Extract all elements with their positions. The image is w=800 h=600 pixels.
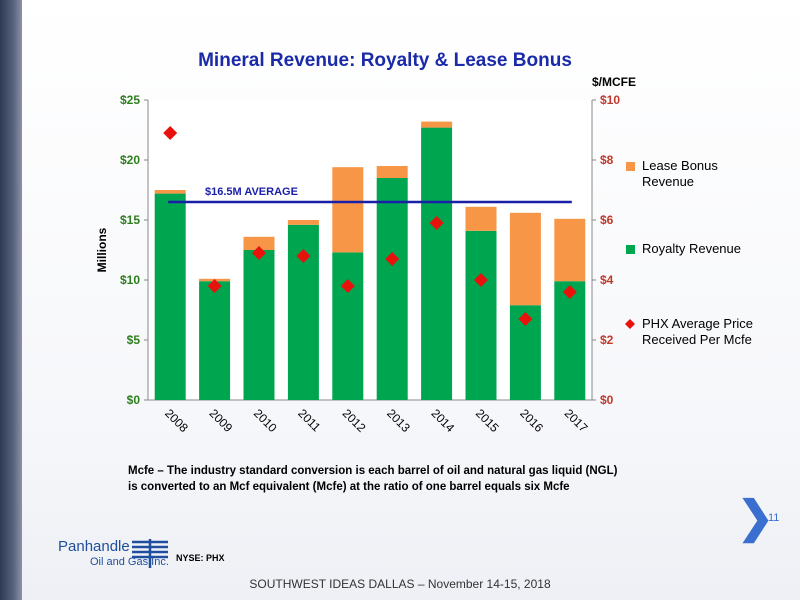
- x-tick-label: 2015: [473, 406, 502, 435]
- y-tick-label: $20: [120, 153, 140, 167]
- legend-lease-bonus-label: Lease Bonus Revenue: [642, 158, 718, 189]
- price-point: [340, 279, 355, 293]
- y2-tick-label: $8: [600, 153, 614, 167]
- chart: $0 $5 $10 $15 $20 $25 $0 $2 $4 $6 $8 $10 Millions $/M…: [95, 75, 753, 435]
- y2-tick-label: $10: [600, 93, 620, 107]
- price-point: [207, 279, 222, 293]
- average-line-label: $16.5M AVERAGE: [205, 186, 298, 198]
- x-tick-label: 2017: [562, 406, 591, 435]
- price-point: [252, 246, 266, 260]
- bar-royalty: [465, 230, 497, 400]
- x-tick-label: 2009: [206, 406, 235, 435]
- footer-text: SOUTHWEST IDEAS DALLAS – November 14-15,…: [249, 577, 551, 591]
- price-point: [429, 216, 444, 230]
- mcfe-note-line-2: is converted to an Mcf equivalent (Mcfe)…: [128, 481, 570, 493]
- page-number: 11: [768, 512, 780, 524]
- legend-lease-bonus-label-line: Lease Bonus: [642, 158, 718, 173]
- x-tick-label: 2014: [428, 406, 457, 435]
- chart-title: Mineral Revenue: Royalty & Lease Bonus: [198, 50, 572, 71]
- price-point: [474, 273, 488, 287]
- legend-price-label-line: PHX Average Price: [642, 316, 753, 331]
- logo-mark-icon: [132, 539, 168, 568]
- y-axis-label: Millions: [95, 227, 109, 272]
- y-tick-label: $15: [120, 213, 140, 227]
- y-tick-label: $0: [127, 393, 141, 407]
- bar-royalty: [199, 281, 231, 400]
- bar-royalty: [376, 178, 408, 400]
- x-tick-label: 2008: [162, 406, 191, 435]
- logo-ticker: NYSE: PHX: [176, 553, 225, 563]
- bar-royalty: [154, 193, 186, 400]
- legend-price-label: PHX Average Price Received Per Mcfe: [642, 316, 753, 347]
- y-tick-label: $5: [127, 333, 141, 347]
- bar-lease-bonus: [554, 218, 586, 282]
- y2-tick-label: $2: [600, 333, 614, 347]
- bar-royalty: [243, 250, 275, 400]
- legend-royalty-swatch: [626, 245, 635, 254]
- y2-axis-label: $/MCFE: [592, 75, 636, 89]
- bar-royalty: [554, 281, 586, 400]
- y2-tick-label: $6: [600, 213, 614, 227]
- x-tick-label: 2013: [384, 406, 413, 435]
- logo-name: Panhandle: [58, 538, 130, 555]
- legend-lease-bonus-label-line: Revenue: [642, 174, 694, 189]
- y2-tick-label: $4: [600, 273, 614, 287]
- price-point: [163, 126, 178, 140]
- x-tick-label: 2011: [295, 406, 323, 434]
- bar-lease-bonus: [509, 212, 541, 306]
- y-tick-label: $25: [120, 93, 140, 107]
- price-point: [385, 252, 400, 266]
- legend-price-label-line: Received Per Mcfe: [642, 332, 752, 347]
- price-point: [562, 285, 577, 299]
- y-tick-label: $10: [120, 273, 140, 287]
- mcfe-note-line-1: Mcfe – The industry standard conversion …: [128, 465, 618, 477]
- next-slide-chevron-icon[interactable]: ❯: [737, 493, 774, 542]
- legend-price-swatch: [625, 319, 635, 329]
- bar-lease-bonus: [332, 167, 364, 253]
- x-tick-label: 2016: [517, 406, 546, 435]
- legend-royalty-label-line: Royalty Revenue: [642, 241, 741, 256]
- bar-lease-bonus: [154, 190, 186, 194]
- left-accent-bar: [0, 0, 22, 600]
- bar-lease-bonus: [421, 121, 453, 128]
- bar-lease-bonus: [287, 220, 319, 225]
- price-point: [296, 249, 311, 263]
- bar-lease-bonus: [376, 166, 408, 178]
- price-point: [518, 312, 533, 326]
- x-tick-label: 2010: [251, 406, 280, 435]
- legend-lease-bonus-swatch: [626, 162, 635, 171]
- legend-royalty-label: Royalty Revenue: [642, 241, 741, 256]
- company-logo: Panhandle Oil and Gas Inc. NYSE: PHX: [58, 538, 228, 578]
- logo-subtitle: Oil and Gas Inc.: [90, 556, 169, 568]
- x-tick-label: 2012: [340, 406, 369, 435]
- mcfe-note: Mcfe – The industry standard conversion …: [128, 463, 617, 495]
- bar-lease-bonus: [465, 206, 497, 231]
- bar-lease-bonus: [243, 236, 275, 250]
- y2-tick-label: $0: [600, 393, 614, 407]
- bar-royalty: [421, 127, 453, 400]
- bar-royalty: [332, 252, 364, 400]
